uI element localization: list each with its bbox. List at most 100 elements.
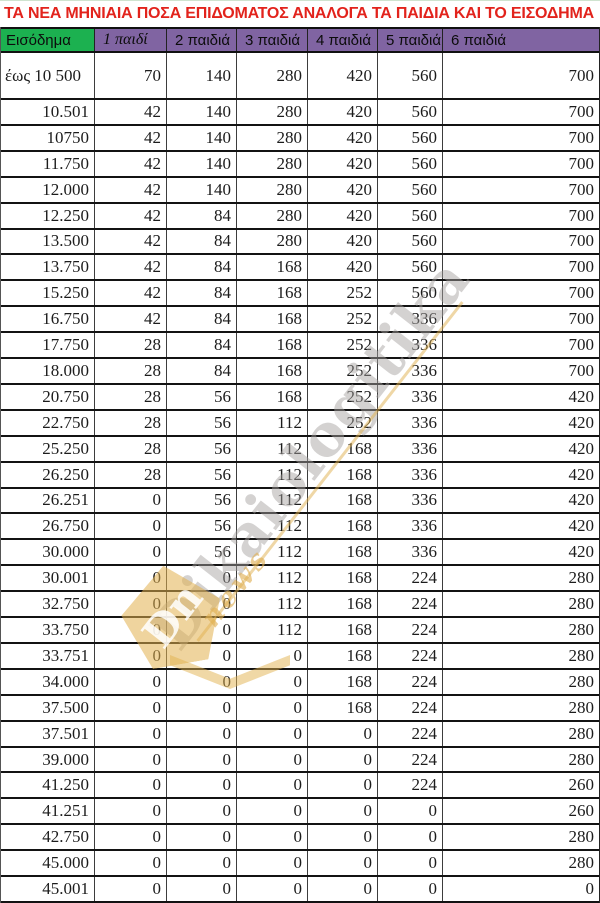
income-cell: 15.250 — [1, 281, 95, 306]
value-cell: 336 — [378, 384, 443, 409]
value-cell: 112 — [237, 514, 308, 539]
value-cell: 560 — [378, 229, 443, 254]
income-cell: 17.750 — [1, 333, 95, 358]
value-cell: 84 — [167, 359, 237, 383]
table-row: 13.500 42 84 280 420 560 700 — [1, 229, 599, 256]
value-cell: 0 — [308, 799, 378, 824]
value-cell: 168 — [237, 359, 308, 383]
value-cell: 42 — [95, 100, 167, 124]
value-cell: 700 — [568, 231, 595, 251]
income-cell: 34.000 — [1, 669, 95, 694]
value-cell: 42 — [95, 281, 167, 306]
value-cell: 280 — [568, 697, 595, 717]
value-cell: 84 — [167, 203, 237, 228]
income-cell: 25.250 — [1, 436, 95, 461]
value-cell: 224 — [378, 721, 443, 746]
value-cell: 0 — [95, 851, 167, 876]
table-row: 12.250 42 84 280 420 560 700 — [1, 203, 599, 230]
value-cell: 0 — [95, 669, 167, 694]
value-cell: 280 — [568, 853, 595, 873]
value-cell: 56 — [167, 488, 237, 513]
value-cell: 336 — [378, 333, 443, 358]
income-cell: 39.000 — [1, 747, 95, 772]
value-cell: 56 — [167, 514, 237, 539]
value-cell: 56 — [167, 436, 237, 461]
value-cell: 280 — [237, 229, 308, 254]
header-2-children: 2 παιδιά — [167, 29, 237, 51]
value-cell: 168 — [308, 695, 378, 720]
value-cell: 0 — [378, 877, 443, 901]
value-cell: 420 — [308, 100, 378, 124]
value-cell: 42 — [95, 255, 167, 280]
income-cell: 30.000 — [1, 540, 95, 565]
table-row: 26.250 28 56 112 168 336 420 — [1, 462, 599, 489]
value-cell: 0 — [237, 643, 308, 668]
income-cell: 30.001 — [1, 566, 95, 591]
value-cell: 42 — [95, 203, 167, 228]
income-cell: 41.250 — [1, 773, 95, 798]
value-cell: 280 — [568, 620, 595, 639]
value-cell: 84 — [167, 307, 237, 332]
value-cell: 0 — [95, 877, 167, 901]
value-cell: 560 — [378, 100, 443, 124]
income-cell: 13.750 — [1, 255, 95, 280]
value-cell: 560 — [378, 255, 443, 280]
value-cell: 0 — [167, 825, 237, 850]
value-cell: 0 — [95, 695, 167, 720]
value-cell: 56 — [167, 462, 237, 487]
value-cell: 56 — [167, 410, 237, 435]
value-cell: 420 — [308, 229, 378, 254]
value-cell: 336 — [378, 488, 443, 513]
benefits-table: Εισόδημα 1 παιδί 2 παιδιά 3 παιδιά 4 παι… — [0, 27, 600, 903]
value-cell: 700 — [568, 335, 595, 355]
income-cell: 37.501 — [1, 721, 95, 746]
value-cell: 336 — [378, 514, 443, 539]
value-cell: 0 — [95, 773, 167, 798]
value-cell: 420 — [568, 412, 595, 432]
table-row: 30.001 0 0 112 168 224 280 — [1, 566, 599, 593]
income-cell: 45.001 — [1, 877, 95, 901]
income-cell: 26.250 — [1, 462, 95, 487]
value-cell: 280 — [568, 749, 595, 769]
value-cell: 140 — [167, 53, 237, 98]
income-cell: 16.750 — [1, 307, 95, 332]
value-cell: 0 — [95, 592, 167, 617]
table-row: 45.001 0 0 0 0 0 0 — [1, 877, 599, 903]
value-cell: 224 — [378, 643, 443, 668]
table-row: 17.750 28 84 168 252 336 700 — [1, 333, 599, 360]
header-3-children: 3 παιδιά — [237, 29, 308, 51]
value-cell: 336 — [378, 307, 443, 332]
table-row: 32.750 0 0 112 168 224 280 — [1, 592, 599, 619]
value-cell: 0 — [378, 825, 443, 850]
table-row: 30.000 0 56 112 168 336 420 — [1, 540, 599, 567]
value-cell: 112 — [237, 566, 308, 591]
value-cell: 0 — [167, 877, 237, 901]
value-cell: 0 — [167, 669, 237, 694]
value-cell: 420 — [568, 516, 595, 536]
header-5-children: 5 παιδιά — [378, 29, 443, 51]
table-row: έως 10 500 70 140 280 420 560 700 — [1, 53, 599, 100]
value-cell: 42 — [95, 177, 167, 202]
title-bar: ΤΑ ΝΕΑ ΜΗΝΙΑΙΑ ΠΟΣΑ ΕΠΙΔΟΜΑΤΟΣ ΑΝΑΛΟΓΑ Τ… — [0, 0, 600, 27]
page-title: ΤΑ ΝΕΑ ΜΗΝΙΑΙΑ ΠΟΣΑ ΕΠΙΔΟΜΑΤΟΣ ΑΝΑΛΟΓΑ Τ… — [4, 5, 594, 22]
value-cell: 560 — [378, 53, 443, 98]
table-row: 11.750 42 140 280 420 560 700 — [1, 151, 599, 178]
value-cell: 560 — [378, 125, 443, 150]
value-cell: 0 — [237, 773, 308, 798]
table-header-row: Εισόδημα 1 παιδί 2 παιδιά 3 παιδιά 4 παι… — [1, 27, 599, 53]
value-cell: 28 — [95, 410, 167, 435]
value-cell: 0 — [237, 825, 308, 850]
value-cell: 420 — [568, 490, 595, 510]
value-cell: 420 — [308, 151, 378, 176]
income-cell: 41.251 — [1, 799, 95, 824]
table-row: 26.750 0 56 112 168 336 420 — [1, 514, 599, 541]
value-cell: 336 — [378, 410, 443, 435]
income-cell: 33.750 — [1, 618, 95, 642]
value-cell: 0 — [95, 514, 167, 539]
value-cell: 420 — [308, 125, 378, 150]
income-cell: 11.750 — [1, 151, 95, 176]
value-cell: 28 — [95, 359, 167, 383]
table-row: 22.750 28 56 112 252 336 420 — [1, 410, 599, 437]
value-cell: 0 — [167, 747, 237, 772]
value-cell: 84 — [167, 281, 237, 306]
